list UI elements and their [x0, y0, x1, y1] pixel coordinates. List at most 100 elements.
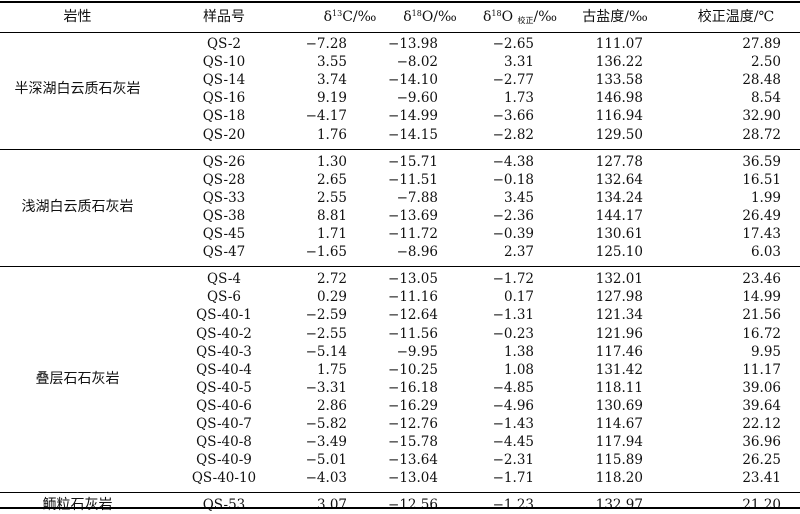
header-rule	[0, 32, 800, 33]
d13c-value: 9.19	[316, 90, 347, 107]
d13c-value: −5.01	[305, 452, 347, 469]
d18o-corrected-value: −2.36	[492, 207, 534, 224]
d18o-corrected-value: −4.38	[492, 153, 534, 170]
sample-id: QS-10	[202, 54, 246, 71]
sample-id: QS-40-4	[196, 361, 252, 378]
d13c-value: 8.81	[316, 207, 347, 224]
sample-id: QS-40-9	[196, 452, 252, 469]
temperature-value: 2.50	[750, 54, 781, 71]
paleosalinity-value: 136.22	[595, 54, 643, 71]
d18o-value: −12.64	[388, 307, 438, 324]
d18o-corrected-value: −0.18	[492, 171, 534, 188]
temperature-value: 32.90	[742, 108, 781, 125]
d18o-corrected-value: −4.85	[492, 379, 534, 396]
d18o-corrected-value: −2.31	[492, 452, 534, 469]
d13c-value: 1.30	[316, 153, 347, 170]
sample-id: QS-40-2	[196, 325, 252, 342]
d18o-value: −15.78	[388, 434, 438, 451]
sample-id: QS-40-10	[191, 470, 257, 487]
temperature-value: 26.49	[742, 207, 781, 224]
d13c-value: 1.75	[316, 361, 347, 378]
d18o-corrected-value: 2.37	[503, 244, 534, 261]
d18o-value: −13.69	[388, 207, 438, 224]
sample-id: QS-40-5	[196, 379, 252, 396]
temperature-value: 27.89	[742, 36, 781, 52]
table-top-rule	[0, 1, 800, 3]
d13c-value: −5.14	[305, 343, 347, 360]
group-separator-rule	[0, 266, 800, 268]
d13c-value: 2.65	[316, 171, 347, 188]
d18o-value: −8.96	[396, 244, 438, 261]
paleosalinity-value: 130.61	[595, 226, 643, 242]
d18o-value: −13.64	[388, 452, 438, 469]
d18o-corrected-value: −0.23	[492, 325, 534, 342]
isotope-mass: 18	[411, 9, 422, 18]
d18o-value: −11.72	[388, 226, 438, 242]
paleosalinity-value: 130.69	[595, 397, 643, 414]
sample-id: QS-26	[202, 153, 246, 170]
paleosalinity-value: 131.42	[595, 361, 643, 378]
temperature-value: 8.54	[750, 90, 781, 107]
temperature-value: 39.06	[742, 379, 781, 396]
d18o-corrected-value: −1.43	[492, 416, 534, 432]
temperature-value: 28.72	[742, 126, 781, 143]
d18o-value: −7.88	[396, 189, 438, 206]
header-d18o-unit: O/‰	[421, 9, 457, 25]
d18o-value: −10.25	[388, 361, 438, 378]
header-d13c: δ13C/‰	[300, 9, 400, 26]
paleosalinity-value: 146.98	[595, 90, 643, 107]
delta-symbol: δ	[403, 9, 412, 25]
d18o-value: −14.10	[388, 72, 438, 89]
d18o-value: −13.98	[388, 36, 438, 52]
isotope-mass: 18	[491, 9, 502, 18]
sample-id: QS-47	[202, 244, 246, 261]
d18o-value: −13.05	[388, 271, 438, 288]
d13c-value: 3.07	[316, 497, 347, 514]
d13c-value: 0.29	[316, 289, 347, 306]
temperature-value: 1.99	[750, 189, 781, 206]
delta-symbol: δ	[482, 9, 492, 25]
d13c-value: −3.31	[305, 379, 347, 396]
temperature-value: 26.25	[742, 452, 781, 469]
temperature-value: 21.56	[742, 307, 781, 324]
paleosalinity-value: 132.97	[595, 497, 643, 514]
d18o-corrected-value: 0.17	[503, 289, 534, 306]
sample-id: QS-40-1	[196, 307, 252, 324]
temperature-value: 23.46	[742, 271, 781, 288]
sample-id: QS-40-6	[196, 397, 252, 414]
temperature-value: 23.41	[742, 470, 781, 487]
d18o-corrected-value: −0.39	[492, 226, 534, 242]
d13c-value: −2.59	[305, 307, 347, 324]
d18o-corrected-value: −2.65	[492, 36, 534, 52]
paleosalinity-value: 117.94	[595, 434, 643, 451]
d18o-value: −14.99	[388, 108, 438, 125]
d18o-value: −11.51	[388, 171, 438, 188]
paleosalinity-value: 118.20	[595, 470, 643, 487]
d13c-value: 2.55	[316, 189, 347, 206]
header-d18o: δ18O/‰	[380, 9, 480, 26]
temperature-value: 6.03	[750, 244, 781, 261]
paleosalinity-value: 118.11	[595, 379, 643, 396]
d18o-value: −12.76	[388, 416, 438, 432]
header-sample: 样品号	[203, 9, 245, 25]
header-lithology: 岩性	[63, 9, 92, 25]
d18o-value: −16.29	[388, 397, 438, 414]
temperature-value: 22.12	[742, 416, 781, 432]
paleosalinity-value: 115.89	[595, 452, 643, 469]
sample-id: QS-16	[202, 90, 246, 107]
d13c-value: 2.72	[316, 271, 347, 288]
d13c-value: −2.55	[305, 325, 347, 342]
paleosalinity-value: 117.46	[595, 343, 643, 360]
sample-id: QS-18	[202, 108, 246, 125]
paleosalinity-value: 116.94	[595, 108, 643, 125]
temperature-value: 14.99	[742, 289, 781, 306]
d13c-value: 3.74	[316, 72, 347, 89]
d18o-corrected-value: 1.38	[503, 343, 534, 360]
d13c-value: 2.86	[316, 397, 347, 414]
sample-id: QS-33	[202, 189, 246, 206]
sample-id: QS-40-7	[196, 416, 252, 432]
temperature-value: 36.96	[742, 434, 781, 451]
paleosalinity-value: 125.10	[595, 244, 643, 261]
paleosalinity-value: 133.58	[595, 72, 643, 89]
d13c-value: −4.03	[305, 470, 347, 487]
